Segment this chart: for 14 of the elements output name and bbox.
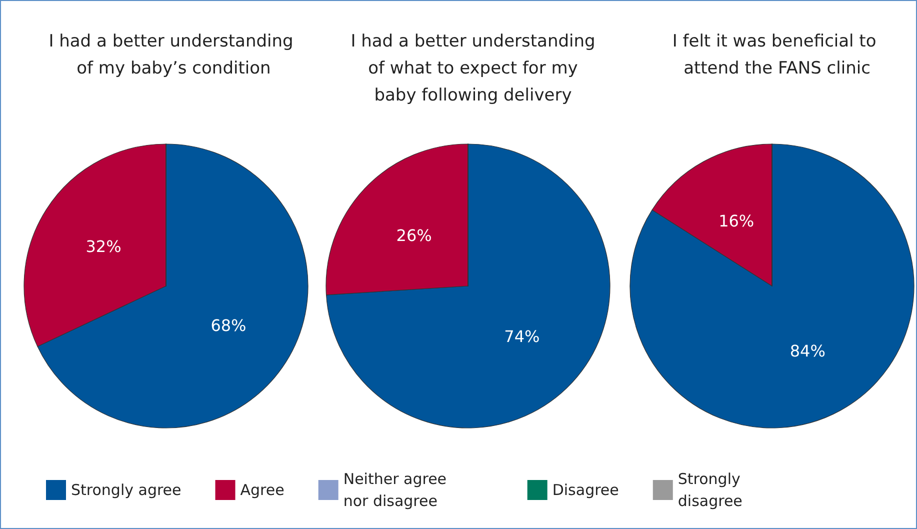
data-label: 74% [504,327,540,346]
legend-label: Strongly disagree [678,470,746,510]
legend-label: Disagree [552,481,619,499]
legend-label: Neither agree nor disagree [343,470,452,510]
legend-label: Strongly agree [71,481,182,499]
chart-title: I had a better understanding of what to expect for my baby following delivery [350,32,596,106]
data-label: 68% [210,316,246,336]
data-label: 84% [790,341,826,360]
data-label: 26% [396,226,432,245]
chart-title: I had a better understanding of my baby’s condition [48,32,294,78]
data-label: 16% [718,212,754,231]
legend-label: Agree [240,481,284,499]
data-label: 32% [86,236,122,256]
chart-title: I felt it was beneficial to attend the FANS clinic [672,32,882,78]
